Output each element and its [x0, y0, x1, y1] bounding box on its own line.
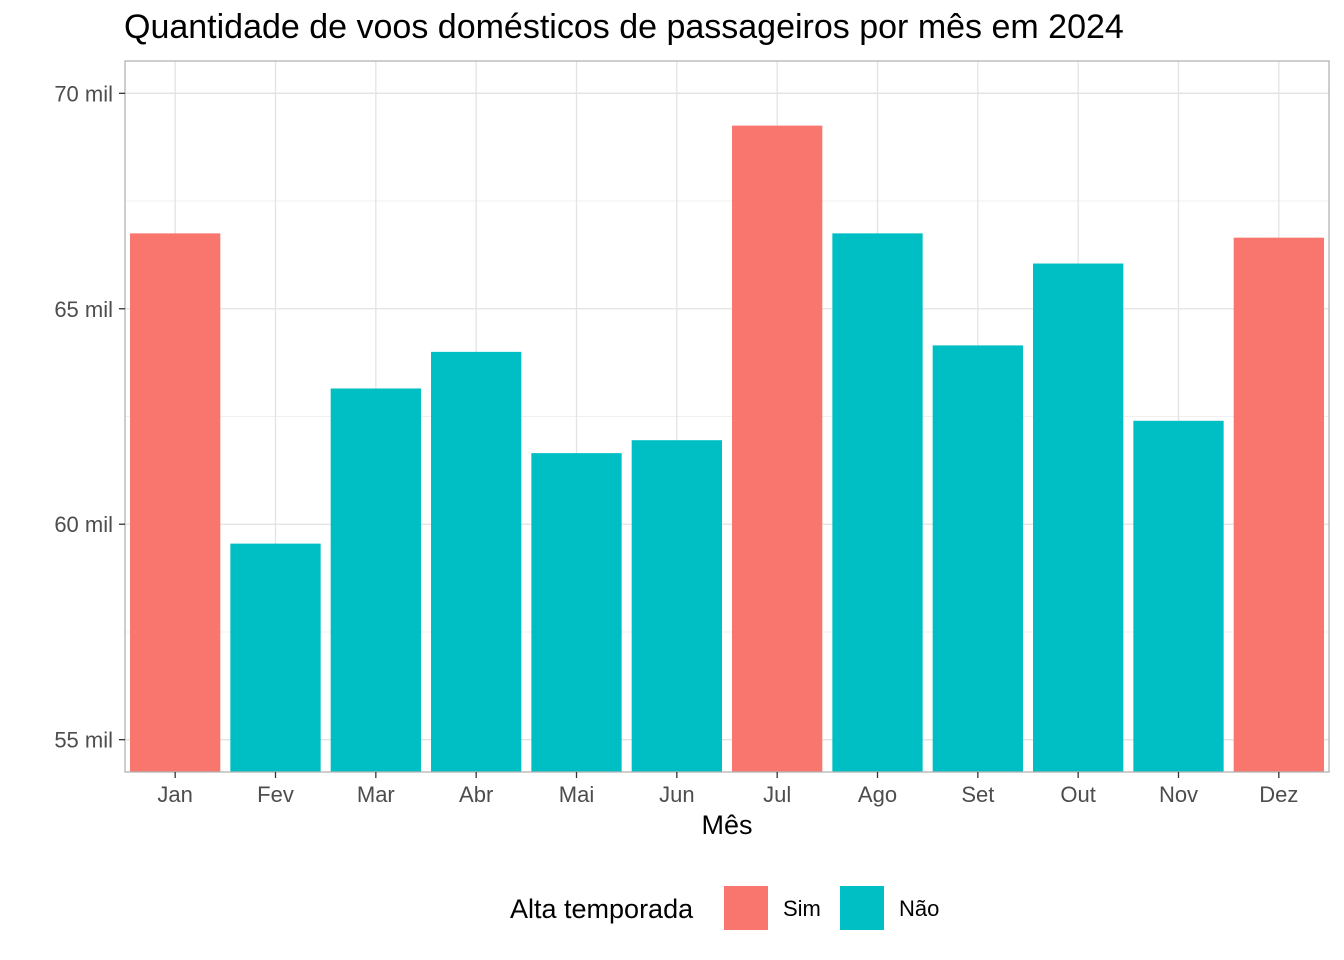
x-tick-label: Ago	[858, 782, 897, 807]
x-tick-label: Jul	[763, 782, 791, 807]
legend-label-sim: Sim	[783, 896, 821, 921]
bar-jan	[130, 233, 221, 772]
bar-jun	[631, 440, 722, 772]
x-tick-label: Dez	[1259, 782, 1298, 807]
bar-dez	[1233, 237, 1324, 772]
bar-jul	[732, 125, 823, 773]
bar-mai	[531, 453, 622, 772]
x-tick-label: Fev	[257, 782, 294, 807]
y-tick-label: 60 mil	[54, 512, 113, 537]
x-tick-label: Mai	[559, 782, 594, 807]
x-axis-title: Mês	[701, 810, 752, 840]
x-tick-label: Nov	[1159, 782, 1198, 807]
y-tick-label: 70 mil	[54, 81, 113, 106]
y-tick-label: 65 mil	[54, 297, 113, 322]
chart-title: Quantidade de voos domésticos de passage…	[124, 8, 1124, 46]
plot-border	[124, 60, 1330, 773]
x-tick-label: Set	[961, 782, 994, 807]
x-tick-label: Jun	[659, 782, 694, 807]
x-tick-label: Jan	[157, 782, 192, 807]
legend-key-sim	[724, 886, 768, 930]
bar-mar	[330, 388, 421, 772]
y-tick-label: 55 mil	[54, 728, 113, 753]
legend-label-nao: Não	[899, 896, 939, 921]
x-tick-label: Abr	[459, 782, 493, 807]
bar-abr	[431, 351, 522, 772]
x-axis: Jan Fev Mar Abr Mai Jun Jul Ago Set Out Nov Dez	[157, 772, 1298, 807]
bar-out	[1033, 263, 1124, 772]
bar-set	[932, 345, 1023, 772]
bar-fev	[230, 543, 321, 772]
legend-title: Alta temporada	[510, 894, 694, 924]
y-axis: 55 mil 60 mil 65 mil 70 mil	[54, 81, 125, 753]
bar-ago	[832, 233, 923, 772]
legend: Alta temporada Sim Não	[510, 886, 939, 930]
bar-nov	[1133, 420, 1224, 772]
bars	[130, 125, 1324, 773]
x-tick-label: Out	[1060, 782, 1095, 807]
legend-key-nao	[840, 886, 884, 930]
x-tick-label: Mar	[357, 782, 395, 807]
